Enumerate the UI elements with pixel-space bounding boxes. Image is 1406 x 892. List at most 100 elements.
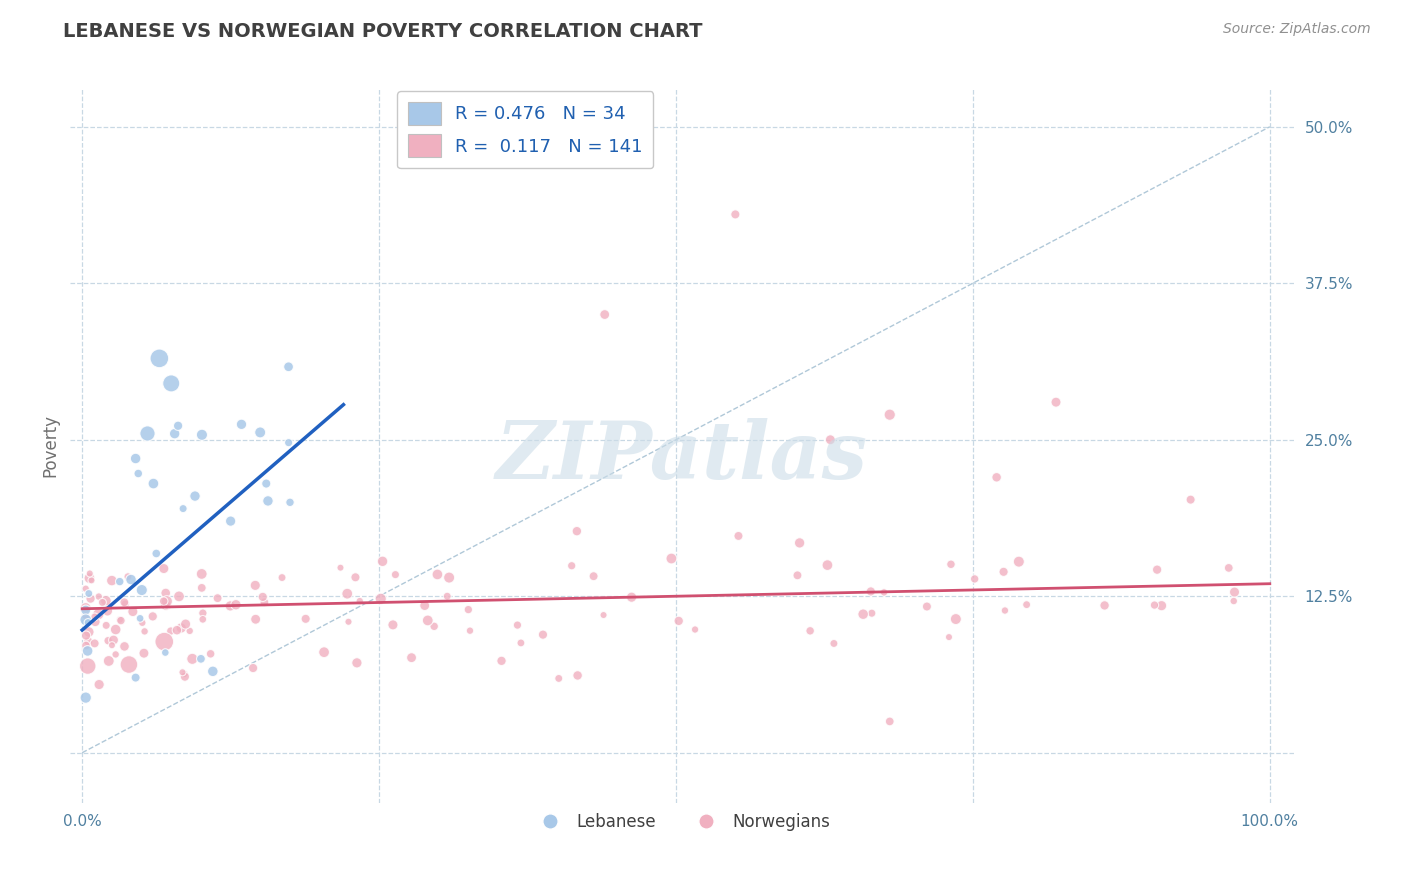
Point <box>219 514 242 528</box>
Point <box>89 677 111 691</box>
Point <box>167 418 190 433</box>
Point <box>381 618 404 632</box>
Point <box>413 599 436 613</box>
Point <box>104 623 127 637</box>
Point <box>80 574 103 588</box>
Point <box>91 595 114 609</box>
Point <box>620 591 643 605</box>
Point <box>252 590 274 604</box>
Point <box>1223 585 1246 599</box>
Point <box>87 607 110 622</box>
Legend: Lebanese, Norwegians: Lebanese, Norwegians <box>526 806 838 838</box>
Point <box>661 551 683 566</box>
Point <box>565 524 588 538</box>
Point <box>249 425 271 440</box>
Point <box>121 605 143 619</box>
Point <box>77 624 100 639</box>
Point <box>131 582 153 597</box>
Point <box>593 308 616 322</box>
Point <box>75 690 97 705</box>
Point <box>852 607 875 622</box>
Point <box>547 672 569 686</box>
Point <box>426 567 449 582</box>
Point <box>401 650 423 665</box>
Point <box>170 621 193 635</box>
Point <box>506 618 529 632</box>
Point <box>174 670 197 684</box>
Point <box>1045 395 1067 409</box>
Point <box>1222 594 1244 608</box>
Point <box>457 602 479 616</box>
Y-axis label: Poverty: Poverty <box>41 415 59 477</box>
Point <box>145 546 167 560</box>
Point <box>155 646 177 660</box>
Point <box>200 647 222 661</box>
Point <box>104 648 127 662</box>
Point <box>172 665 194 680</box>
Point <box>172 501 194 516</box>
Point <box>163 426 186 441</box>
Point <box>1143 598 1166 612</box>
Point <box>823 636 845 650</box>
Point <box>724 207 747 221</box>
Point <box>101 638 124 652</box>
Point <box>860 606 883 620</box>
Point <box>79 571 101 585</box>
Point <box>384 567 406 582</box>
Point <box>75 582 97 596</box>
Point <box>76 659 98 673</box>
Point <box>101 574 124 588</box>
Point <box>159 624 181 638</box>
Point <box>97 654 120 668</box>
Point <box>344 570 367 584</box>
Point <box>271 570 294 584</box>
Point <box>114 640 136 654</box>
Point <box>257 494 280 508</box>
Point <box>77 634 100 648</box>
Point <box>94 594 117 608</box>
Point <box>436 589 458 603</box>
Point <box>277 359 299 374</box>
Point <box>253 595 276 609</box>
Point <box>118 657 141 672</box>
Point <box>148 351 170 366</box>
Point <box>207 591 229 606</box>
Point <box>491 654 513 668</box>
Point <box>278 495 301 509</box>
Point <box>166 623 188 637</box>
Point <box>219 599 242 613</box>
Point <box>142 476 165 491</box>
Point <box>79 566 101 581</box>
Point <box>108 574 131 589</box>
Text: ZIPatlas: ZIPatlas <box>496 418 868 495</box>
Point <box>727 529 749 543</box>
Point <box>87 590 110 604</box>
Point <box>879 408 901 422</box>
Point <box>245 612 267 626</box>
Point <box>592 608 614 623</box>
Point <box>1094 599 1116 613</box>
Point <box>190 652 212 666</box>
Point <box>131 615 153 630</box>
Point <box>96 604 118 618</box>
Point <box>83 636 105 650</box>
Point <box>799 624 821 638</box>
Point <box>142 609 165 624</box>
Point <box>184 489 207 503</box>
Point <box>789 536 811 550</box>
Point <box>124 451 146 466</box>
Point <box>993 565 1015 579</box>
Point <box>939 558 962 572</box>
Point <box>97 633 120 648</box>
Point <box>179 624 201 638</box>
Point <box>786 568 808 582</box>
Point <box>346 656 368 670</box>
Point <box>120 573 142 587</box>
Point <box>879 714 901 729</box>
Point <box>132 646 155 660</box>
Point <box>167 590 190 604</box>
Point <box>371 554 394 568</box>
Point <box>458 624 481 638</box>
Point <box>817 558 839 573</box>
Point <box>254 476 277 491</box>
